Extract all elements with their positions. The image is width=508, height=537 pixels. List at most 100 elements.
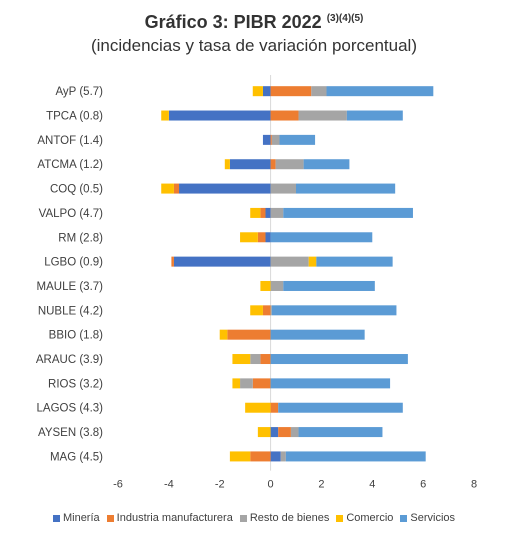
bar-segment bbox=[161, 183, 174, 194]
bar-segment bbox=[250, 207, 261, 218]
bar-segment bbox=[290, 427, 299, 438]
bar-segment bbox=[298, 427, 383, 438]
legend-item: Resto de bienes bbox=[239, 512, 330, 524]
bar-segment bbox=[326, 86, 434, 97]
bar-segment bbox=[278, 402, 403, 413]
bar-segment bbox=[278, 427, 291, 438]
legend-label: Minería bbox=[62, 512, 100, 524]
bar-segment bbox=[245, 402, 271, 413]
bar-segment bbox=[271, 134, 280, 145]
category-label: LGBO (0.9) bbox=[44, 257, 103, 269]
bar-segment bbox=[161, 110, 169, 121]
bar-segment bbox=[227, 329, 271, 340]
category-label: ATCMA (1.2) bbox=[37, 159, 103, 171]
bar-segment bbox=[270, 207, 284, 218]
category-label: AyP (5.7) bbox=[55, 86, 103, 98]
legend-swatch bbox=[239, 514, 247, 522]
legend-item: Servicios bbox=[400, 512, 455, 524]
category-label: ARAUC (3.9) bbox=[36, 354, 103, 366]
bar-segment bbox=[240, 232, 258, 243]
bar-segment bbox=[270, 378, 391, 389]
bar-segment bbox=[219, 329, 228, 340]
bar-segment bbox=[270, 451, 281, 462]
chart-title-superscript: (3)(4)(5) bbox=[326, 13, 364, 24]
bar-segment bbox=[298, 110, 347, 121]
x-tick-label: 0 bbox=[268, 479, 274, 491]
bar-segment bbox=[316, 256, 393, 267]
bar-segment bbox=[296, 183, 396, 194]
bar-segment bbox=[280, 451, 286, 462]
bar-segment bbox=[260, 354, 271, 365]
category-label: ANTOF (1.4) bbox=[37, 135, 103, 147]
bar-segment bbox=[270, 183, 296, 194]
bar-segment bbox=[262, 305, 271, 316]
category-label: RIOS (3.2) bbox=[48, 378, 103, 390]
bar-segment bbox=[270, 134, 272, 145]
bar-segment bbox=[262, 134, 271, 145]
bar-segment bbox=[270, 402, 279, 413]
bar-segment bbox=[270, 110, 299, 121]
bar-segment bbox=[252, 86, 263, 97]
legend-label: Industria manufacturera bbox=[116, 512, 233, 524]
bar-segment bbox=[171, 256, 174, 267]
category-label: VALPO (4.7) bbox=[39, 208, 104, 220]
legend-item: Comercio bbox=[336, 512, 393, 524]
legend-swatch bbox=[336, 514, 344, 522]
bar-segment bbox=[270, 256, 309, 267]
category-label: TPCA (0.8) bbox=[46, 111, 103, 123]
x-tick-label: 4 bbox=[369, 479, 375, 491]
category-label: MAG (4.5) bbox=[50, 451, 103, 463]
bar-segment bbox=[179, 183, 271, 194]
category-label: NUBLE (4.2) bbox=[38, 305, 103, 317]
bar-segment bbox=[270, 305, 272, 316]
chart-title: Gráfico 3: PIBR 2022 (3)(4)(5) bbox=[144, 12, 364, 32]
category-label: LAGOS (4.3) bbox=[37, 403, 104, 415]
legend-label: Comercio bbox=[346, 512, 394, 524]
legend-label: Resto de bienes bbox=[249, 512, 330, 524]
bar-segment bbox=[173, 256, 271, 267]
bar-segment bbox=[283, 280, 375, 291]
bar-segment bbox=[270, 159, 276, 170]
bar-segment bbox=[240, 378, 253, 389]
x-tick-label: -4 bbox=[164, 479, 174, 491]
x-tick-label: 6 bbox=[420, 479, 426, 491]
category-label: COQ (0.5) bbox=[50, 184, 103, 196]
legend-item: Industria manufacturera bbox=[106, 512, 233, 524]
bar-segment bbox=[279, 134, 316, 145]
bar-segment bbox=[275, 159, 304, 170]
x-tick-label: 2 bbox=[318, 479, 324, 491]
bar-segment bbox=[270, 232, 373, 243]
bar-segment bbox=[265, 207, 271, 218]
bar-segment bbox=[260, 207, 266, 218]
bar-segment bbox=[250, 354, 261, 365]
x-tick-label: 8 bbox=[471, 479, 477, 491]
chart-legend: Minería Industria manufacturera Resto de b… bbox=[0, 512, 508, 524]
bar-segment bbox=[232, 378, 241, 389]
x-tick-label: -2 bbox=[215, 479, 225, 491]
bar-segment bbox=[168, 110, 271, 121]
bar-segment bbox=[257, 427, 271, 438]
bar-segment bbox=[250, 305, 263, 316]
bar-segment bbox=[271, 305, 397, 316]
legend-label: Servicios bbox=[410, 512, 456, 524]
bar-segment bbox=[270, 354, 408, 365]
category-label: BBIO (1.8) bbox=[49, 330, 103, 342]
bar-segment bbox=[229, 451, 251, 462]
bar-segment bbox=[308, 256, 317, 267]
legend-item: Minería bbox=[52, 512, 100, 524]
category-label: AYSEN (3.8) bbox=[38, 427, 103, 439]
bar-segment bbox=[229, 159, 271, 170]
bar-segment bbox=[232, 354, 251, 365]
bar-segment bbox=[311, 86, 327, 97]
bar-segment bbox=[270, 280, 284, 291]
category-label: MAULE (3.7) bbox=[37, 281, 104, 293]
bar-segment bbox=[250, 451, 271, 462]
bar-segment bbox=[303, 159, 350, 170]
bar-segment bbox=[224, 159, 230, 170]
bar-segment bbox=[260, 280, 271, 291]
legend-swatch bbox=[106, 514, 114, 522]
bar-segment bbox=[270, 329, 365, 340]
bar-segment bbox=[270, 86, 312, 97]
